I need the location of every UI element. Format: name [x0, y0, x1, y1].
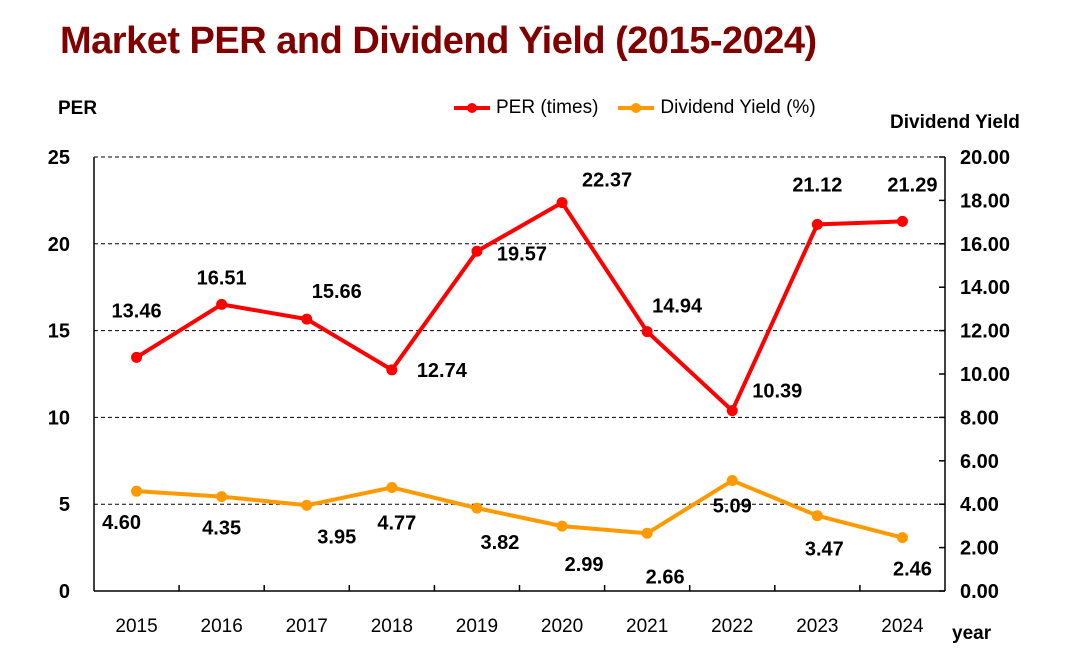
- left-axis-tick-label: 5: [59, 494, 70, 516]
- x-axis-tick-label: 2023: [796, 616, 838, 637]
- x-axis-tick-label: 2016: [201, 616, 243, 637]
- data-label-per: 19.57: [497, 243, 547, 265]
- legend: PER (times) Dividend Yield (%): [452, 97, 834, 119]
- data-point-per: [301, 313, 313, 325]
- x-axis-tick-label: 2024: [881, 616, 924, 637]
- data-point-dividend-yield: [301, 499, 313, 511]
- data-label-dividend-yield: 4.35: [202, 518, 241, 540]
- right-axis-title: Dividend Yield: [890, 112, 1020, 133]
- data-label-dividend-yield: 2.46: [893, 559, 932, 581]
- right-axis-tick-label: 0.00: [960, 581, 999, 603]
- left-axis-tick-label: 10: [48, 407, 70, 429]
- data-point-dividend-yield: [216, 491, 228, 503]
- data-label-per: 13.46: [112, 300, 162, 322]
- x-axis-tick-label: 2018: [371, 616, 413, 637]
- left-axis-title: PER: [58, 98, 98, 119]
- data-point-dividend-yield: [386, 481, 398, 493]
- right-axis-tick-label: 12.00: [960, 321, 1010, 343]
- series-line-dividend-yield: [136, 478, 903, 540]
- data-label-dividend-yield: 3.95: [317, 526, 356, 548]
- data-point-dividend-yield: [556, 520, 568, 532]
- data-label-per: 10.39: [752, 381, 802, 403]
- data-point-dividend-yield: [726, 475, 738, 487]
- right-axis-tick-label: 20.00: [960, 147, 1010, 169]
- left-axis-tick-label: 0: [59, 581, 70, 603]
- x-axis-tick-label: 2015: [115, 616, 157, 637]
- right-axis-tick-label: 18.00: [960, 190, 1010, 212]
- series-line-per: [135, 200, 903, 413]
- data-label-per: 22.37: [582, 170, 632, 192]
- data-label-dividend-yield: 2.99: [565, 554, 604, 576]
- data-label-dividend-yield: 4.77: [377, 512, 416, 534]
- data-point-dividend-yield: [811, 510, 823, 522]
- right-axis-tick-label: 6.00: [960, 451, 999, 473]
- legend-item-per: PER (times): [452, 97, 598, 119]
- data-label-dividend-yield: 2.66: [646, 566, 685, 588]
- data-point-dividend-yield: [131, 485, 143, 497]
- right-axis-tick-label: 14.00: [960, 277, 1010, 299]
- legend-marker-per: [454, 103, 490, 113]
- legend-item-dividend-yield: Dividend Yield (%): [616, 97, 816, 119]
- data-point-per: [131, 351, 143, 363]
- data-label-per: 16.51: [197, 267, 247, 289]
- legend-label-dividend-yield: Dividend Yield (%): [660, 97, 816, 118]
- chart-title: Market PER and Dividend Yield (2015-2024…: [60, 20, 817, 62]
- data-point-per: [726, 405, 738, 417]
- right-axis-tick-label: 10.00: [960, 364, 1010, 386]
- right-axis-tick-label: 2.00: [960, 538, 999, 560]
- right-axis-tick-label: 8.00: [960, 407, 999, 429]
- data-label-per: 15.66: [312, 281, 362, 303]
- data-point-per: [896, 215, 908, 227]
- data-point-per: [471, 245, 483, 257]
- x-axis-tick-label: 2021: [626, 616, 668, 637]
- left-axis-tick-label: 20: [48, 234, 70, 256]
- x-axis-tick-label: 2019: [456, 616, 498, 637]
- x-axis-tick-label: 2022: [711, 616, 753, 637]
- data-label-per: 14.94: [652, 296, 703, 318]
- data-point-per: [386, 364, 398, 376]
- data-point-dividend-yield: [641, 527, 653, 539]
- data-label-dividend-yield: 3.47: [805, 539, 844, 561]
- legend-marker-dividend-yield: [618, 103, 655, 113]
- data-point-dividend-yield: [896, 532, 908, 544]
- data-point-dividend-yield: [471, 502, 483, 514]
- data-point-per: [216, 298, 228, 310]
- data-label-per: 12.74: [417, 360, 468, 382]
- legend-label-per: PER (times): [496, 97, 599, 118]
- x-axis-title: year: [952, 623, 992, 644]
- data-point-per: [556, 197, 568, 209]
- data-label-dividend-yield: 5.09: [713, 496, 752, 518]
- right-axis-tick-label: 4.00: [960, 494, 999, 516]
- data-label-dividend-yield: 3.82: [480, 532, 519, 554]
- x-axis-tick-label: 2017: [286, 616, 328, 637]
- x-axis-tick-label: 2020: [541, 616, 583, 637]
- data-label-per: 21.29: [887, 174, 937, 196]
- data-point-per: [641, 326, 653, 338]
- data-point-per: [811, 218, 823, 230]
- right-axis-tick-label: 16.00: [960, 234, 1010, 256]
- data-label-per: 21.12: [792, 174, 842, 196]
- left-axis-tick-label: 15: [48, 321, 70, 343]
- left-axis-tick-label: 25: [48, 147, 70, 169]
- data-label-dividend-yield: 4.60: [102, 512, 141, 534]
